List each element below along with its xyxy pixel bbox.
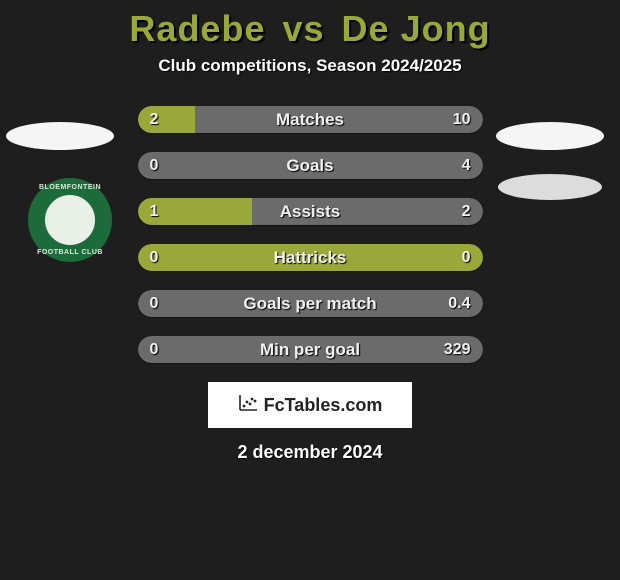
- stat-label: Min per goal: [138, 336, 483, 363]
- vs-separator: vs: [282, 8, 324, 49]
- stat-bars: 210Matches 04Goals 12Assists 00Hattricks 00.…: [138, 106, 483, 363]
- stat-row: 210Matches: [138, 106, 483, 133]
- card-date: 2 december 2024: [0, 442, 620, 463]
- brand-footer: FcTables.com: [208, 382, 412, 428]
- card-title: Radebe vs De Jong: [0, 8, 620, 50]
- stat-row: 12Assists: [138, 198, 483, 225]
- player1-club-badge: BLOEMFONTEIN FOOTBALL CLUB: [28, 178, 112, 262]
- stat-row: 04Goals: [138, 152, 483, 179]
- stat-label: Matches: [138, 106, 483, 133]
- stat-label: Hattricks: [138, 244, 483, 271]
- comparison-card: Radebe vs De Jong Club competitions, Sea…: [0, 0, 620, 463]
- stat-label: Assists: [138, 198, 483, 225]
- stat-row: 0329Min per goal: [138, 336, 483, 363]
- club-badge-top-text: BLOEMFONTEIN: [30, 184, 110, 191]
- player1-avatar-placeholder: [6, 122, 114, 150]
- stat-label: Goals per match: [138, 290, 483, 317]
- club-badge-bottom-text: FOOTBALL CLUB: [30, 249, 110, 256]
- club-badge-inner: [44, 194, 96, 246]
- stat-row: 00Hattricks: [138, 244, 483, 271]
- card-subtitle: Club competitions, Season 2024/2025: [0, 56, 620, 76]
- stat-label: Goals: [138, 152, 483, 179]
- stat-row: 00.4Goals per match: [138, 290, 483, 317]
- player2-avatar-placeholder: [496, 122, 604, 150]
- chart-scatter-icon: [238, 394, 258, 417]
- player2-club-placeholder: [498, 174, 602, 200]
- brand-name: FcTables.com: [264, 395, 383, 416]
- player1-name: Radebe: [129, 8, 265, 49]
- player2-name: De Jong: [342, 8, 491, 49]
